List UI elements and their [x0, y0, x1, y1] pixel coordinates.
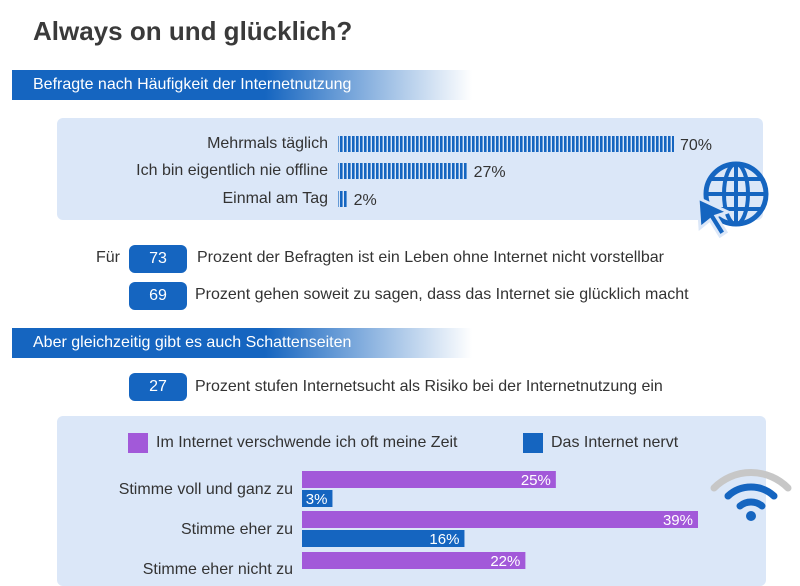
usage-bar-label-0: 70% — [680, 137, 712, 154]
legend-label-nervt: Das Internet nervt — [551, 434, 679, 451]
attitude-bar-0-1 — [302, 511, 698, 528]
attitude-bar-0-0 — [302, 471, 556, 488]
section-header-downsides: Aber gleichzeitig gibt es auch Schattens… — [12, 328, 472, 358]
stat-text-73: Prozent der Befragten ist ein Leben ohne… — [197, 249, 664, 266]
usage-bar-2 — [338, 191, 348, 207]
legend-label-zeit: Im Internet verschwende ich oft meine Ze… — [156, 434, 458, 451]
attitude-label-1: Stimme eher zu — [180, 521, 293, 538]
stat-text-69: Prozent gehen soweit zu sagen, dass das … — [195, 286, 689, 303]
usage-bar-0 — [338, 136, 674, 152]
attitude-label-0: Stimme voll und ganz zu — [118, 481, 293, 498]
usage-label-2: Einmal am Tag — [222, 190, 328, 207]
attitude-bar-label-0-0: 25% — [521, 472, 551, 489]
usage-label-0: Mehrmals täglich — [207, 135, 328, 152]
legend-swatch-purple — [128, 433, 148, 453]
stat-prefix: Für — [96, 249, 120, 266]
attitude-bar-chart: 25% 3% 39% 16% 22% — [302, 471, 698, 570]
usage-label-1: Ich bin eigentlich nie offline — [136, 162, 328, 179]
stat-box-27: 27 — [129, 373, 187, 401]
attitude-bar-1-1 — [302, 530, 465, 547]
attitude-bar-label-0-1: 39% — [663, 512, 693, 529]
attitude-bar-label-1-0: 3% — [306, 491, 328, 508]
legend-item-zeit: Im Internet verschwende ich oft meine Ze… — [128, 433, 457, 453]
legend-item-nervt: Das Internet nervt — [523, 433, 678, 453]
usage-bar-label-2: 2% — [354, 192, 377, 209]
attitude-bar-label-0-2: 22% — [490, 553, 520, 570]
legend-swatch-blue — [523, 433, 543, 453]
attitude-bar-label-1-1: 16% — [429, 531, 459, 548]
usage-bar-label-1: 27% — [474, 164, 506, 181]
globe-cursor-icon — [696, 161, 769, 239]
section-header-usage: Befragte nach Häufigkeit der Internetnut… — [12, 70, 472, 100]
page-title: Always on und glücklich? — [33, 16, 353, 46]
stat-text-27: Prozent stufen Internetsucht als Risiko … — [195, 378, 663, 395]
wifi-icon — [710, 469, 792, 521]
usage-bar-chart: 70% 27% 2% — [338, 136, 712, 209]
usage-bar-1 — [338, 163, 468, 179]
attitude-bar-0-2 — [302, 552, 526, 569]
attitude-bar-1-0 — [302, 490, 333, 507]
stat-box-73: 73 — [129, 245, 187, 273]
stat-box-69: 69 — [129, 282, 187, 310]
attitude-label-2: Stimme eher nicht zu — [142, 561, 293, 578]
